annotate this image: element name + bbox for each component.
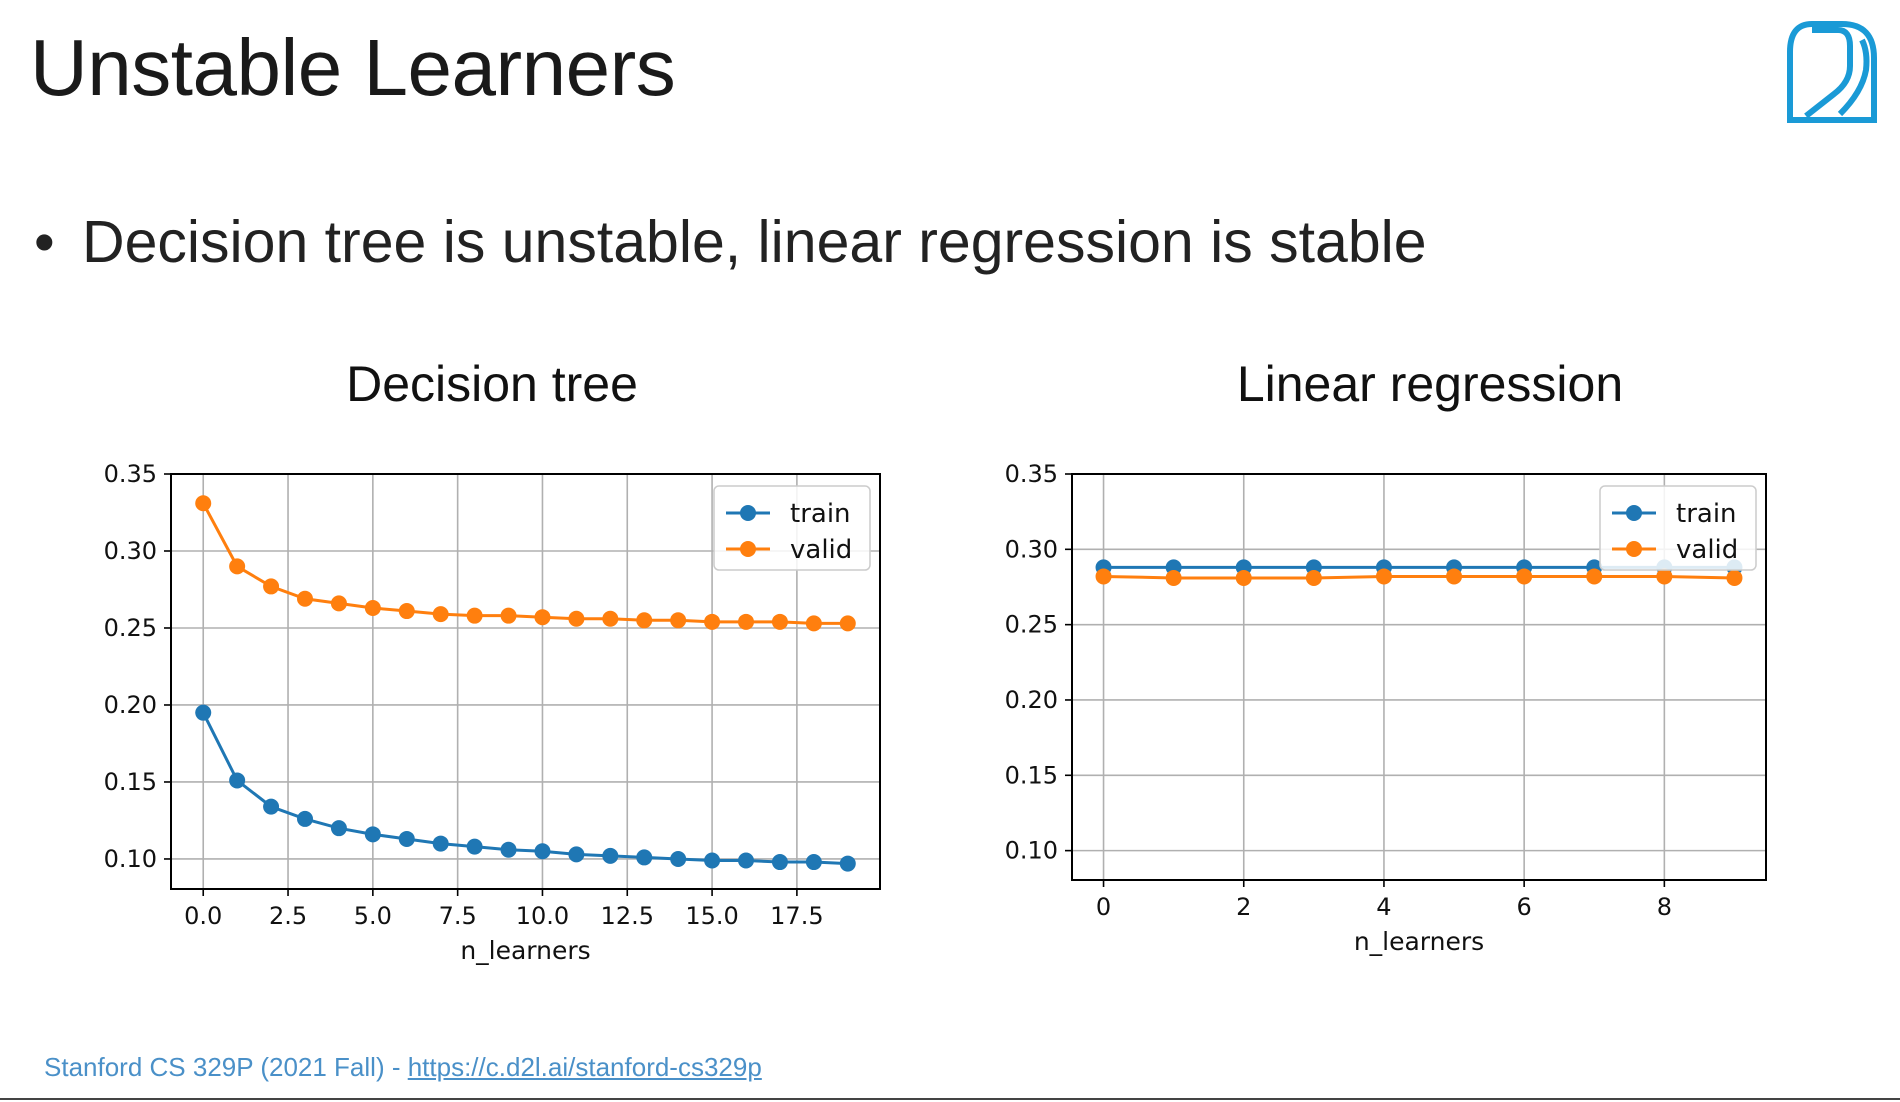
bullet-item: • Decision tree is unstable, linear regre… — [34, 208, 1427, 276]
dt-point-train — [805, 854, 822, 871]
dt-point-valid — [432, 606, 449, 623]
dt-point-train — [296, 810, 313, 827]
dt-point-valid — [330, 595, 347, 612]
dt-point-train — [771, 854, 788, 871]
dt-point-valid — [771, 613, 788, 630]
dt-point-train — [738, 852, 755, 869]
dt-plot-frame — [170, 473, 881, 890]
dt-point-train — [432, 835, 449, 852]
dt-point-train — [534, 843, 551, 860]
dt-legend-label-train: train — [790, 499, 851, 529]
dt-ytick-label: 0.30 — [104, 537, 157, 565]
dt-point-valid — [296, 590, 313, 607]
chart-title-linear-regression: Linear regression — [1236, 356, 1624, 412]
dt-xlabel: n_learners — [460, 936, 590, 965]
dt-point-valid — [500, 607, 517, 624]
dt-xtick-label: 17.5 — [770, 902, 823, 930]
dt-point-train — [364, 826, 381, 843]
dt-point-valid — [229, 558, 246, 575]
dt-xtick-label: 10.0 — [516, 902, 569, 930]
dt-ytick-label: 0.20 — [104, 691, 157, 719]
dt-point-train — [263, 798, 280, 815]
dt-ytick-label: 0.25 — [104, 614, 157, 642]
dt-point-train — [330, 820, 347, 837]
dt-point-valid — [704, 613, 721, 630]
dt-point-train — [602, 847, 619, 864]
dt-point-valid — [568, 610, 585, 627]
dt-point-valid — [263, 578, 280, 595]
bullet-dot: • — [34, 209, 55, 275]
slide-title: Unstable Learners — [30, 23, 676, 112]
chart-title-decision-tree: Decision tree — [346, 356, 638, 412]
dt-ytick-label: 0.35 — [104, 460, 157, 488]
dt-point-valid — [839, 615, 856, 632]
dt-legend-marker-train — [740, 505, 756, 521]
dt-point-valid — [636, 612, 653, 629]
dt-point-train — [398, 830, 415, 847]
footer-link[interactable]: https://c.d2l.ai/stanford-cs329p — [407, 1052, 762, 1082]
dt-point-valid — [398, 603, 415, 620]
dt-series-line-train — [201, 712, 848, 866]
bullet-text: Decision tree is unstable, linear regres… — [82, 209, 1427, 275]
dt-point-valid — [602, 610, 619, 627]
dt-point-train — [229, 772, 246, 789]
dt-point-valid — [670, 612, 687, 629]
dt-point-valid — [195, 495, 212, 512]
dt-point-train — [195, 704, 212, 721]
dt-point-train — [500, 841, 517, 858]
dt-point-train — [839, 855, 856, 872]
dt-legend-label-valid: valid — [790, 535, 852, 565]
bottom-rule — [0, 1098, 1900, 1100]
footer-text: Stanford CS 329P (2021 Fall) - — [44, 1052, 408, 1082]
dt-xtick-label: 12.5 — [601, 902, 654, 930]
dt-point-train — [636, 849, 653, 866]
dt-point-valid — [466, 607, 483, 624]
dt-point-train — [704, 852, 721, 869]
dt-xtick-label: 7.5 — [439, 902, 477, 930]
footer-citation: Stanford CS 329P (2021 Fall) - https://c… — [44, 1052, 762, 1083]
dt-point-valid — [364, 599, 381, 616]
dt-point-train — [466, 838, 483, 855]
dt-point-valid — [534, 609, 551, 626]
dt-point-valid — [805, 615, 822, 632]
d2l-logo-icon — [1787, 21, 1877, 123]
dt-point-train — [670, 850, 687, 867]
dt-point-train — [568, 846, 585, 863]
dt-legend-marker-valid — [740, 541, 756, 557]
dt-xtick-label: 5.0 — [354, 902, 392, 930]
dt-ytick-label: 0.15 — [104, 768, 157, 796]
dt-xtick-label: 15.0 — [685, 902, 738, 930]
dt-point-valid — [738, 613, 755, 630]
dt-xtick-label: 2.5 — [269, 902, 307, 930]
dt-ytick-label: 0.10 — [104, 845, 157, 873]
dt-xtick-label: 0.0 — [184, 902, 222, 930]
